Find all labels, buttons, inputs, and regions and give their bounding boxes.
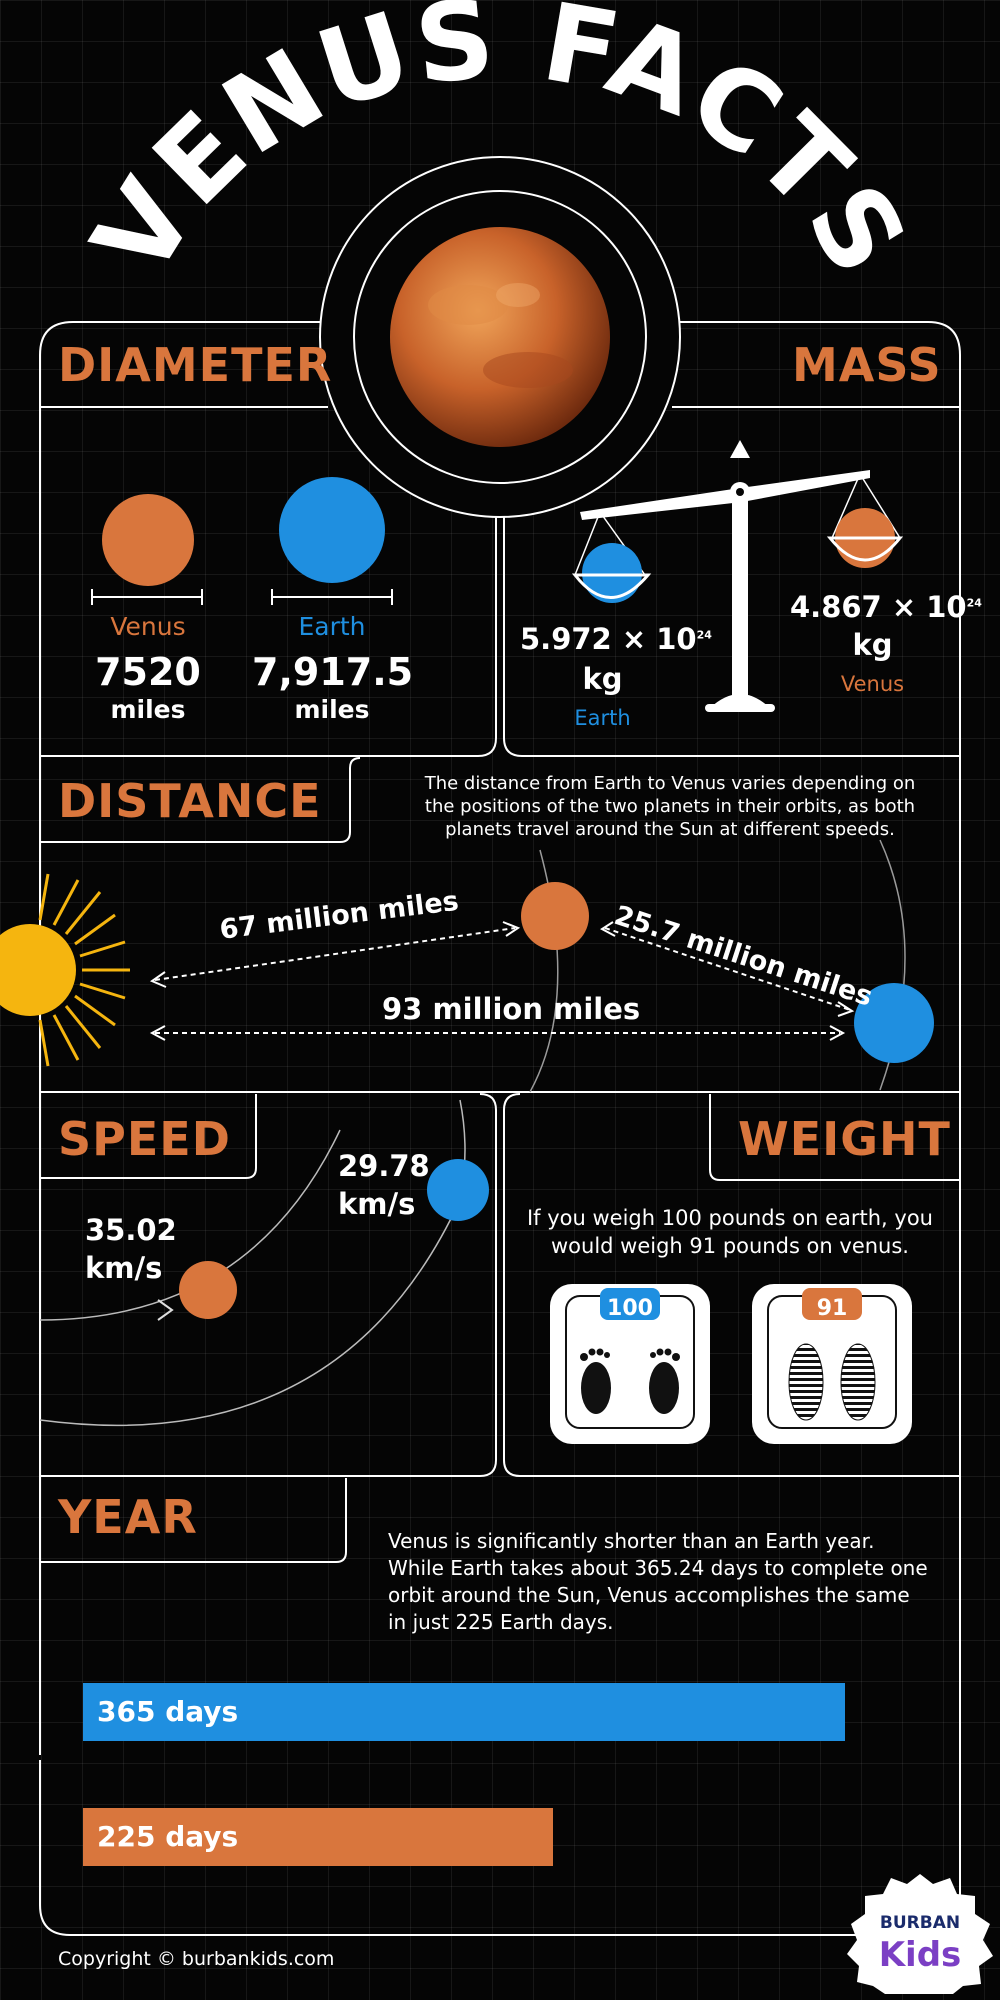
mass-earth-unit: kg — [582, 662, 623, 696]
venus-globe — [319, 156, 681, 518]
mass-venus-unit: kg — [852, 628, 893, 662]
mass-earth-label: Earth — [574, 706, 631, 730]
speed-heading: SPEED — [58, 1112, 231, 1166]
sun-icon — [0, 873, 130, 1067]
speed-venus-unit: km/s — [85, 1251, 163, 1285]
balance-scale — [571, 440, 904, 712]
diameter-venus-label: Venus — [110, 612, 186, 641]
speed-venus-value: 35.02 — [85, 1213, 177, 1247]
diameter-earth-value: 7,917.5 — [252, 650, 414, 694]
earth-scale — [550, 1284, 710, 1444]
diameter-venus-unit: miles — [110, 695, 186, 724]
speed-earth-unit: km/s — [338, 1187, 416, 1221]
diameter-venus-value: 7520 — [95, 650, 201, 694]
distance-description: The distance from Earth to Venus varies … — [424, 773, 916, 840]
year-bar-0: 365 days — [83, 1683, 845, 1741]
mass-venus-label: Venus — [840, 672, 905, 696]
earth-circle — [279, 477, 385, 583]
diameter-earth-label: Earth — [298, 612, 366, 641]
diameter-earth-unit: miles — [294, 695, 370, 724]
speed-earth-value: 29.78 — [338, 1149, 430, 1183]
logo-line1: BURBAN — [880, 1913, 960, 1933]
year-heading: YEAR — [58, 1490, 198, 1544]
logo-line2: Kids — [879, 1935, 962, 1975]
copyright-text: Copyright © burbankids.com — [58, 1948, 335, 1970]
weight-description: If you weigh 100 pounds on earth, you wo… — [526, 1206, 933, 1258]
year-description: Venus is significantly shorter than an E… — [388, 1529, 928, 1634]
weight-heading: WEIGHT — [738, 1112, 951, 1166]
venus-circle — [102, 494, 194, 586]
mass-heading: MASS — [792, 338, 942, 392]
distance-sun-earth-label: 93 million miles — [382, 992, 641, 1026]
year-bar-1: 225 days — [83, 1808, 553, 1866]
mass-earth-value: 5.972 × 1024 — [520, 622, 712, 656]
mass-venus-value: 4.867 × 1024 — [790, 590, 982, 624]
diameter-planets — [91, 477, 393, 605]
diameter-heading: DIAMETER — [58, 338, 333, 392]
distance-venus-planet — [521, 882, 589, 950]
burbankids-logo: BURBAN Kids — [847, 1874, 993, 1994]
year-bar-label-1: 225 days — [97, 1820, 239, 1853]
venus-scale-readout: 91 — [816, 1296, 848, 1321]
distance-heading: DISTANCE — [58, 774, 322, 828]
earth-scale-readout: 100 — [607, 1296, 653, 1321]
speed-venus-planet — [179, 1261, 237, 1319]
speed-earth-planet — [427, 1159, 489, 1221]
distance-earth-planet — [854, 983, 934, 1063]
venus-scale — [752, 1284, 912, 1444]
year-bar-label-0: 365 days — [97, 1695, 239, 1728]
